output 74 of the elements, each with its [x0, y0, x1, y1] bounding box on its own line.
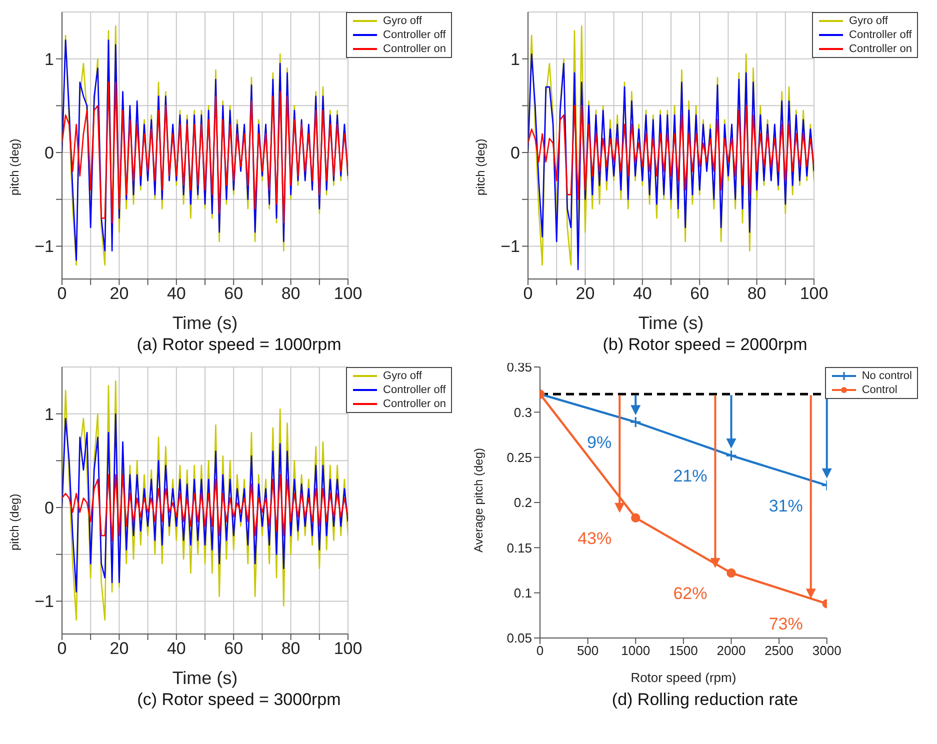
x-tick-label: 0	[57, 639, 67, 658]
y-tick-label: 0	[44, 498, 54, 518]
legend-label: Controller on	[383, 42, 446, 56]
x-tick-label: 80	[281, 639, 300, 658]
annotation: 73%	[768, 614, 803, 634]
y-tick-label: −1	[34, 592, 54, 612]
x-tick-label: 0	[536, 643, 544, 658]
line-series	[62, 413, 348, 592]
x-tick-label: 100	[334, 284, 362, 304]
y-tick-label: 0	[510, 144, 520, 163]
x-tick-label: 40	[632, 284, 652, 304]
x-tick-label: 3000	[812, 643, 842, 658]
x-tick-label: 1500	[668, 643, 698, 658]
annotation: 31%	[768, 496, 803, 516]
y-tick-label: 0.2	[514, 495, 532, 510]
legend-label: Gyro off	[383, 14, 422, 28]
y-axis-title: Average pitch (deg)	[471, 448, 486, 552]
annotation: 9%	[587, 433, 612, 452]
legend-label: Controller on	[383, 397, 446, 411]
x-axis-title: Rotor speed (rpm)	[630, 670, 736, 685]
x-tick-label: 40	[166, 284, 186, 304]
x-tick-label: 20	[576, 284, 595, 304]
line-series	[62, 474, 348, 541]
legend-label: Gyro off	[383, 369, 422, 383]
y-tick-label: 0.05	[506, 630, 532, 646]
y-axis-title: pitch (deg)	[473, 138, 488, 196]
y-tick-label: 1	[44, 404, 54, 424]
x-tick-label: 80	[281, 284, 300, 304]
legend-label: Controller off	[383, 28, 446, 42]
text: (b) Rotor speed = 2000rpm	[602, 335, 808, 355]
text: (d) Rolling reduction rate	[610, 690, 800, 710]
x-tick-label: 40	[166, 639, 186, 658]
x-tick-label: 60	[690, 284, 710, 304]
x-tick-label: 100	[334, 639, 362, 658]
x-axis-title: Time (s)	[172, 668, 238, 688]
x-axis-title: Time (s)	[172, 313, 238, 333]
x-tick-label: 500	[576, 643, 599, 658]
x-tick-label: 60	[224, 639, 244, 658]
y-tick-label: 0.3	[514, 404, 532, 420]
point	[630, 416, 642, 428]
text: (a) Rotor speed = 1000rpm	[136, 335, 342, 355]
x-tick-label: 20	[110, 639, 129, 658]
annotation: 21%	[673, 466, 708, 486]
y-tick-label: −1	[34, 237, 54, 256]
x-tick-label: 2000	[716, 643, 746, 658]
y-tick-label: 1	[44, 50, 54, 69]
y-axis-title: pitch (deg)	[7, 138, 22, 196]
x-tick-label: 20	[110, 284, 129, 304]
y-tick-label: 0.25	[506, 450, 532, 465]
legend-label: Controller on	[849, 42, 912, 56]
point	[725, 450, 738, 462]
legend-label: No control	[862, 369, 912, 383]
text: (c) Rotor speed = 3000rpm	[136, 690, 342, 710]
annotation: 43%	[578, 528, 612, 548]
legend-label: Controller off	[849, 28, 912, 42]
y-axis-title: pitch (deg)	[7, 494, 22, 550]
x-tick-label: 100	[800, 284, 828, 304]
y-tick-label: 0.1	[514, 585, 532, 600]
legend-label: Control	[862, 383, 898, 397]
legend-label: Gyro off	[849, 14, 888, 28]
x-tick-label: 60	[224, 284, 244, 304]
annotation: 62%	[673, 584, 708, 603]
x-tick-label: 2500	[764, 643, 794, 658]
line-series	[528, 105, 814, 200]
y-tick-label: 0	[44, 144, 54, 163]
x-tick-label: 1000	[621, 643, 650, 658]
x-tick-label: 0	[57, 284, 67, 304]
y-tick-label: 0.15	[506, 540, 532, 556]
x-axis-title: Time (s)	[638, 313, 704, 333]
legend-label: Controller off	[383, 383, 446, 397]
line-series	[62, 82, 348, 224]
y-tick-label: 1	[510, 50, 520, 69]
x-tick-label: 80	[747, 284, 766, 304]
y-tick-label: −1	[500, 237, 520, 256]
